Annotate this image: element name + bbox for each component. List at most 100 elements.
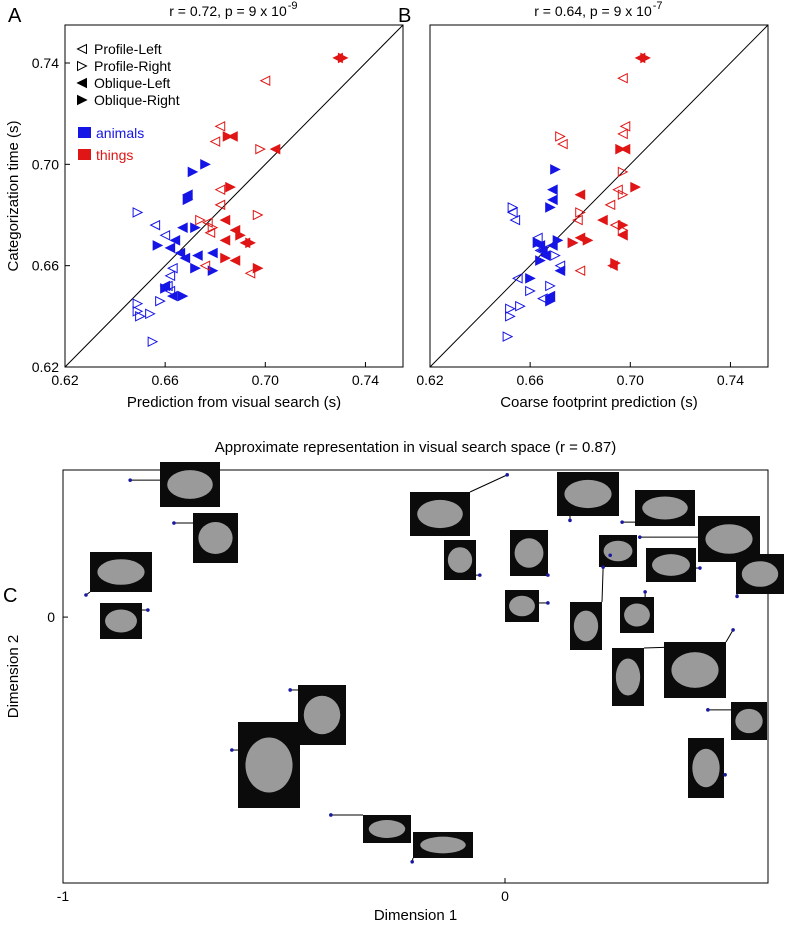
data-point xyxy=(337,52,349,64)
data-point xyxy=(252,209,264,221)
data-point xyxy=(220,252,231,264)
data-point xyxy=(532,232,543,244)
x-tick-label: 0.62 xyxy=(416,372,443,388)
x-tick-label: 0.66 xyxy=(517,372,544,388)
data-point xyxy=(617,229,628,241)
x-tick-label: 0.70 xyxy=(252,372,279,388)
legend-label: Profile-Right xyxy=(94,58,171,74)
data-point xyxy=(192,250,203,261)
data-point xyxy=(190,222,201,233)
data-point xyxy=(244,267,256,279)
data-point xyxy=(545,280,556,292)
link-line xyxy=(469,474,508,493)
legend-swatch xyxy=(78,127,91,138)
identity-line xyxy=(64,24,404,368)
data-point xyxy=(537,245,548,256)
thumbnail-object xyxy=(303,695,341,735)
data-point xyxy=(532,237,544,249)
x-tick-label: 0.70 xyxy=(617,372,644,388)
x-tick-label: 0.74 xyxy=(717,372,744,388)
panel-letter: A xyxy=(8,5,22,27)
legend-label: Profile-Left xyxy=(94,41,162,57)
data-point xyxy=(582,235,594,246)
x-tick-label: 0.62 xyxy=(51,372,78,388)
data-point xyxy=(604,199,616,211)
data-point xyxy=(515,300,526,312)
legend-swatch xyxy=(78,149,91,160)
data-point xyxy=(608,553,613,558)
data-point xyxy=(505,473,510,477)
data-point xyxy=(617,72,628,84)
data-point xyxy=(507,207,518,218)
data-point xyxy=(505,303,516,315)
data-point xyxy=(199,260,211,271)
data-point xyxy=(169,235,181,246)
data-point xyxy=(620,520,624,524)
data-point xyxy=(617,166,629,178)
data-point xyxy=(525,273,536,284)
data-point xyxy=(555,131,566,142)
data-point xyxy=(202,217,213,228)
data-point xyxy=(222,131,234,142)
y-tick-label: 0.70 xyxy=(32,156,59,172)
data-point xyxy=(177,290,189,302)
x-tick-label: -1 xyxy=(57,888,70,904)
data-point xyxy=(149,219,161,231)
data-point xyxy=(547,194,558,206)
x-axis-label: Coarse footprint prediction (s) xyxy=(500,394,698,411)
data-point xyxy=(84,593,88,597)
data-point xyxy=(617,224,629,236)
data-point xyxy=(132,207,144,218)
data-point xyxy=(544,290,556,302)
data-point xyxy=(617,128,628,140)
data-point xyxy=(187,166,199,178)
data-point xyxy=(554,265,566,277)
data-point xyxy=(478,573,482,577)
thumbnail-object xyxy=(105,609,137,633)
x-tick-label: 0 xyxy=(501,888,509,904)
data-point xyxy=(574,265,586,277)
legend-label: Oblique-Right xyxy=(94,92,180,108)
data-point xyxy=(255,143,266,155)
data-point xyxy=(546,573,550,577)
data-point xyxy=(507,202,519,213)
x-axis-label: Dimension 1 xyxy=(374,907,457,924)
y-tick-label: 0.66 xyxy=(32,258,59,274)
data-point xyxy=(204,227,216,239)
thumbnail-object xyxy=(245,737,293,793)
data-point xyxy=(155,295,166,307)
data-point xyxy=(207,222,219,233)
thumbnail-object xyxy=(671,652,719,688)
thumbnail-object xyxy=(741,561,779,587)
data-point xyxy=(182,189,193,201)
panel-title: r = 0.72, p = 9 x 10 xyxy=(169,3,287,19)
y-tick-label: 0.62 xyxy=(32,359,59,375)
data-point xyxy=(610,257,621,269)
data-point xyxy=(214,184,226,195)
data-point xyxy=(617,219,629,231)
title-exponent: -9 xyxy=(288,0,298,12)
data-point xyxy=(207,265,219,277)
data-point xyxy=(601,565,605,569)
thumbnail-object xyxy=(198,522,233,554)
identity-line xyxy=(429,24,769,368)
data-point xyxy=(214,121,226,132)
data-point xyxy=(547,184,558,195)
data-point xyxy=(225,181,236,193)
plot-frame xyxy=(429,24,769,368)
thumbnail-object xyxy=(692,748,720,788)
thumbnail-object xyxy=(420,836,466,854)
thumbnail-object xyxy=(705,524,753,554)
data-point xyxy=(229,255,241,266)
thumbnail-object xyxy=(97,559,145,585)
data-point xyxy=(568,518,572,523)
data-point xyxy=(550,250,561,261)
data-point xyxy=(235,229,246,241)
data-point xyxy=(159,229,171,241)
thumbnail-object xyxy=(417,499,463,529)
thumbnail-object xyxy=(447,547,473,573)
data-point xyxy=(546,601,550,605)
data-point xyxy=(207,247,218,259)
data-point xyxy=(731,628,735,632)
data-point xyxy=(575,207,586,218)
